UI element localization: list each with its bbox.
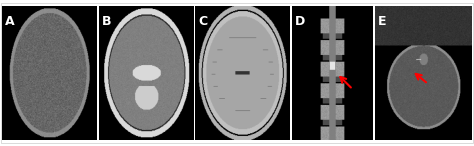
Text: B: B bbox=[102, 15, 111, 28]
Text: C: C bbox=[198, 15, 208, 28]
Text: E: E bbox=[378, 15, 386, 28]
Text: A: A bbox=[5, 15, 15, 28]
Text: D: D bbox=[294, 15, 305, 28]
